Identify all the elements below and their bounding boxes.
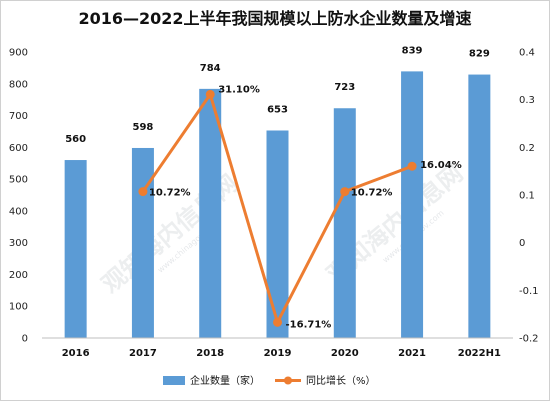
- y-left-tick: 700: [9, 111, 28, 122]
- y-axis-right-ticks: -0.2 -0.1 0 0.1 0.2 0.3 0.4: [519, 48, 539, 345]
- bar-label-2021: 839: [402, 45, 423, 56]
- bar-2020: [333, 108, 356, 338]
- bar-2018: [199, 88, 222, 339]
- y-left-tick: 300: [9, 238, 28, 249]
- y-left-tick: 200: [9, 270, 28, 281]
- x-tick-2018: 2018: [196, 348, 224, 359]
- legend-bar-swatch: [163, 376, 185, 385]
- y-axis-left-ticks: 0 100 200 300 400 500 600 700 800 900: [9, 48, 28, 345]
- growth-point-2019: [273, 317, 282, 327]
- legend: 企业数量（家） 同比增长（%）: [163, 374, 376, 387]
- growth-point-2017: [138, 187, 148, 197]
- y-right-tick: 0: [519, 238, 525, 249]
- bar-2017: [131, 147, 154, 338]
- growth-label-2019: -16.71%: [286, 319, 332, 330]
- growth-label-2020: 10.72%: [351, 188, 393, 199]
- y-left-tick: 0: [22, 334, 28, 345]
- y-right-tick: 0.4: [519, 48, 535, 59]
- bar-label-2019: 653: [267, 104, 288, 115]
- x-tick-2016: 2016: [62, 348, 90, 359]
- growth-point-2021: [407, 161, 417, 171]
- bar-2019: [266, 130, 289, 338]
- legend-line-marker: [284, 376, 292, 385]
- y-right-tick: -0.1: [519, 286, 539, 297]
- x-tick-2021: 2021: [398, 348, 426, 359]
- growth-label-2018: 31.10%: [218, 84, 260, 95]
- y-right-tick: 0.1: [519, 191, 535, 202]
- legend-bar-label: 企业数量（家）: [190, 374, 260, 387]
- y-left-tick: 400: [9, 206, 28, 217]
- bar-label-2016: 560: [65, 134, 86, 145]
- y-right-tick: 0.2: [519, 143, 535, 154]
- bar-series: 560 598 784 653 723 839 829: [64, 45, 491, 339]
- x-tick-2019: 2019: [264, 348, 292, 359]
- y-left-tick: 600: [9, 143, 28, 154]
- bar-label-2018: 784: [200, 63, 221, 74]
- legend-line-label: 同比增长（%）: [306, 374, 376, 387]
- y-left-tick: 800: [9, 79, 28, 90]
- y-right-tick: -0.2: [519, 334, 539, 345]
- bar-2016: [64, 160, 87, 338]
- y-left-tick: 900: [9, 48, 28, 59]
- chart-title: 2016—2022上半年我国规模以上防水企业数量及增速: [78, 9, 471, 28]
- x-tick-2017: 2017: [129, 348, 157, 359]
- x-tick-2022H1: 2022H1: [458, 348, 501, 359]
- bar-label-2017: 598: [132, 122, 153, 133]
- x-tick-2020: 2020: [331, 348, 359, 359]
- growth-line-series: 10.72% 31.10% -16.71% 10.72% 16.04%: [138, 84, 462, 330]
- y-left-tick: 100: [9, 302, 28, 313]
- growth-label-2017: 10.72%: [149, 188, 191, 199]
- y-right-tick: 0.3: [519, 95, 535, 106]
- growth-point-2020: [340, 187, 350, 197]
- growth-label-2021: 16.04%: [420, 160, 462, 171]
- bar-label-2020: 723: [334, 82, 355, 93]
- bar-2021: [401, 71, 424, 338]
- y-left-tick: 500: [9, 175, 28, 186]
- bar-2022H1: [468, 74, 491, 338]
- growth-point-2018: [205, 89, 215, 99]
- bar-label-2022H1: 829: [469, 49, 490, 60]
- x-axis-ticks: 2016 2017 2018 2019 2020 2021 2022H1: [62, 348, 501, 359]
